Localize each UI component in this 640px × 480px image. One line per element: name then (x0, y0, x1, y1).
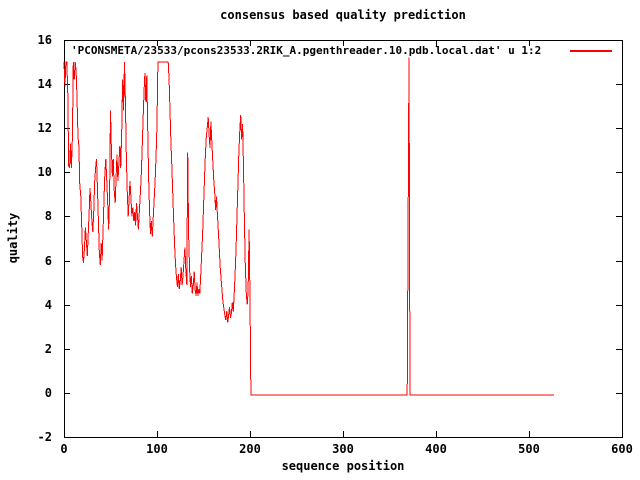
y-tick-label: 8 (44, 209, 52, 224)
data-series-line (63, 57, 555, 396)
x-tick-label: 600 (611, 442, 633, 456)
y-tick-label: 16 (37, 33, 52, 47)
y-tick-label: 6 (44, 253, 52, 268)
x-tick-label: 200 (239, 442, 261, 456)
y-axis-label: quality (6, 212, 20, 264)
x-axis-label: sequence position (281, 459, 405, 473)
x-tick-label: 300 (332, 442, 354, 456)
x-tick-label: 500 (518, 442, 540, 456)
y-tick-label: 12 (37, 121, 52, 136)
legend-line-sample (570, 50, 612, 52)
y-tick-label: 2 (44, 341, 52, 356)
y-tick-label: 14 (37, 77, 52, 92)
y-tick-label: 0 (44, 385, 52, 400)
y-tick-label: 4 (44, 297, 52, 312)
x-tick-label: 0 (60, 442, 68, 456)
y-tick-label: -2 (37, 430, 52, 444)
y-tick-label: 10 (37, 165, 52, 180)
x-tick-label: 400 (425, 442, 447, 456)
legend-label: 'PCONSMETA/23533/pcons23533.2RIK_A.pgent… (71, 44, 542, 57)
x-tick-label: 100 (146, 442, 168, 456)
chart-title: consensus based quality prediction (220, 8, 466, 22)
plot-border (64, 40, 623, 438)
